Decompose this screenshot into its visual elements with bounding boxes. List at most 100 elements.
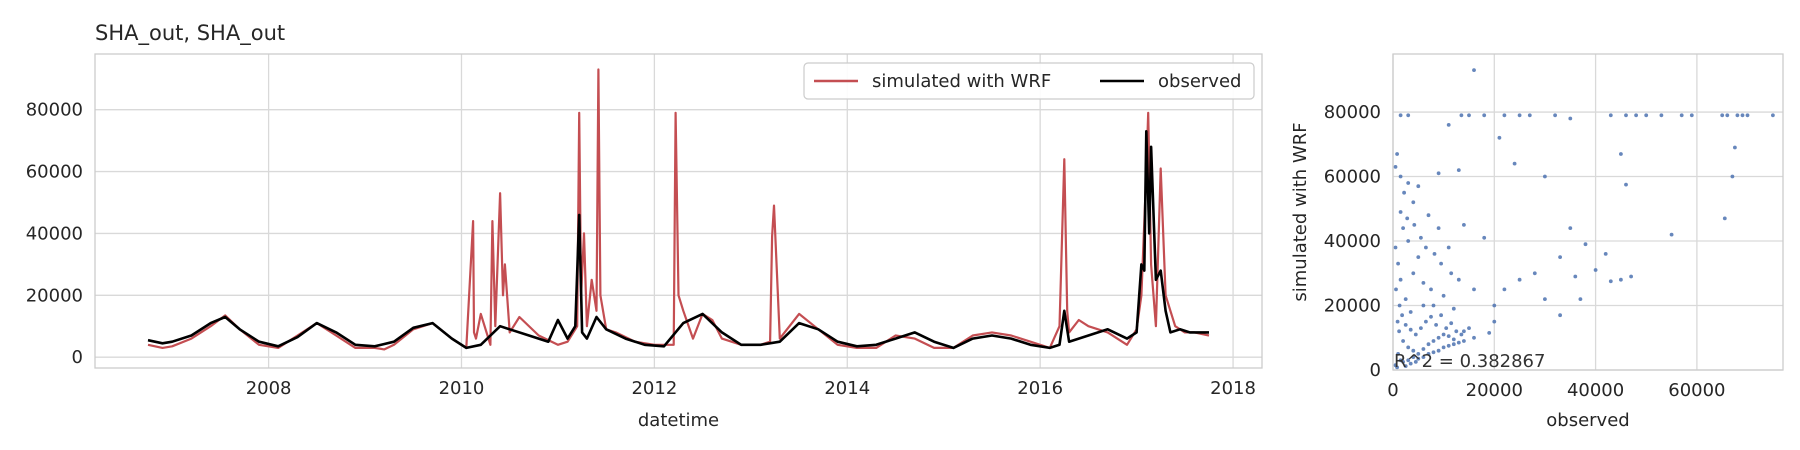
scatter-y-axis-label: simulated with WRF xyxy=(1290,122,1311,301)
scatter-point xyxy=(1472,335,1476,340)
scatter-point xyxy=(1454,329,1459,334)
scatter-point xyxy=(1396,352,1400,356)
scatter-point xyxy=(1624,182,1628,187)
scatter-point xyxy=(1397,303,1402,308)
scatter-point xyxy=(1492,303,1497,308)
scatter-point xyxy=(1446,343,1451,348)
scatter-point xyxy=(1416,255,1421,259)
scatter-point xyxy=(1543,174,1547,179)
scatter-point xyxy=(1398,210,1403,214)
scatter-point xyxy=(1462,329,1466,334)
scatter-point xyxy=(1439,313,1443,318)
scatter-point xyxy=(1436,335,1441,340)
scatter-point xyxy=(1441,332,1446,337)
scatter-point xyxy=(1441,293,1446,298)
scatter-ticks: 0 20000 40000 60000 0 20000 40000 60000 80000 xyxy=(1324,102,1726,401)
scatter-point xyxy=(1745,113,1750,118)
scatter-point xyxy=(1532,271,1537,276)
scatter-point xyxy=(1722,216,1727,221)
scatter-point xyxy=(1568,116,1573,121)
scatter-point xyxy=(1395,365,1399,370)
scatter-points xyxy=(1393,68,1775,370)
scatter-point xyxy=(1405,216,1410,221)
scatter-point xyxy=(1395,152,1399,156)
scatter-point xyxy=(1512,161,1517,166)
scatter-point xyxy=(1568,226,1573,231)
scatter-point xyxy=(1456,340,1461,345)
scatter-point xyxy=(1558,255,1562,259)
scatter-point xyxy=(1393,165,1398,169)
scatter-point xyxy=(1439,261,1443,266)
scatter-point xyxy=(1431,339,1436,343)
scatter-point xyxy=(1446,334,1451,338)
scatter-point xyxy=(1436,171,1441,176)
scatter-point xyxy=(1459,332,1464,337)
scatter-point xyxy=(1397,329,1401,334)
scatter-point xyxy=(1426,352,1431,356)
scatter-point xyxy=(1578,297,1583,301)
scatter-point xyxy=(1411,200,1416,205)
scatter-point xyxy=(1398,113,1403,118)
scatter-point xyxy=(1413,360,1418,364)
scatter-point xyxy=(1411,348,1416,353)
scatter-point xyxy=(1735,113,1740,118)
scatter-point xyxy=(1403,364,1408,368)
scatter-point xyxy=(1492,319,1497,324)
scatter-point xyxy=(1482,113,1487,118)
timeseries-lines xyxy=(147,68,1210,351)
scatter-point xyxy=(1502,113,1507,118)
scatter-point xyxy=(1426,213,1431,218)
timeseries-y-tick-label: 60000 xyxy=(26,162,83,183)
timeseries-x-tick-label: 2010 xyxy=(439,378,485,399)
scatter-point xyxy=(1421,355,1426,359)
scatter-point xyxy=(1720,113,1725,118)
scatter-y-tick-label: 20000 xyxy=(1324,296,1381,317)
scatter-y-tick-label: 60000 xyxy=(1324,167,1381,188)
scatter-point xyxy=(1608,279,1613,284)
scatter-point xyxy=(1406,239,1411,243)
timeseries-x-tick-label: 2012 xyxy=(631,378,677,399)
scatter-point xyxy=(1502,287,1507,292)
scatter-point xyxy=(1406,358,1411,363)
scatter-point xyxy=(1619,277,1623,282)
timeseries-y-tick-label: 20000 xyxy=(26,285,83,306)
scatter-x-tick-label: 20000 xyxy=(1466,380,1523,401)
scatter-point xyxy=(1497,135,1502,140)
scatter-point xyxy=(1403,323,1408,327)
scatter-point xyxy=(1416,356,1421,361)
scatter-point xyxy=(1527,113,1532,118)
scatter-point xyxy=(1459,113,1464,118)
scatter-point xyxy=(1424,319,1428,324)
scatter-point xyxy=(1679,113,1684,118)
scatter-point xyxy=(1446,123,1451,127)
timeseries-x-tick-label: 2014 xyxy=(824,378,870,399)
scatter-point xyxy=(1446,245,1451,250)
scatter-point xyxy=(1406,113,1411,118)
timeseries-frame xyxy=(94,53,1263,369)
scatter-point xyxy=(1771,113,1775,118)
scatter-point xyxy=(1558,313,1562,318)
scatter-point xyxy=(1434,323,1438,327)
scatter-point xyxy=(1608,113,1613,118)
scatter-point xyxy=(1429,287,1433,292)
scatter-point xyxy=(1419,326,1423,330)
scatter-point xyxy=(1451,337,1456,342)
scatter-point xyxy=(1462,223,1466,227)
scatter-point xyxy=(1689,113,1694,118)
scatter-point xyxy=(1740,113,1745,118)
scatter-point xyxy=(1419,235,1423,240)
scatter-point xyxy=(1436,348,1441,353)
scatter-point xyxy=(1451,306,1456,311)
scatter-point xyxy=(1416,184,1421,189)
scatter-x-tick-label: 40000 xyxy=(1567,380,1624,401)
scatter-point xyxy=(1456,168,1461,173)
scatter-point xyxy=(1449,271,1454,276)
scatter-point xyxy=(1449,321,1454,326)
timeseries-y-tick-label: 40000 xyxy=(26,223,83,244)
scatter-point xyxy=(1401,339,1405,343)
legend-label-simulated: simulated with WRF xyxy=(872,71,1051,92)
scatter-point xyxy=(1467,326,1471,330)
scatter-point xyxy=(1411,271,1416,276)
chart-title: SHA_out, SHA_out xyxy=(95,21,285,46)
scatter-y-tick-label: 0 xyxy=(1370,360,1381,381)
